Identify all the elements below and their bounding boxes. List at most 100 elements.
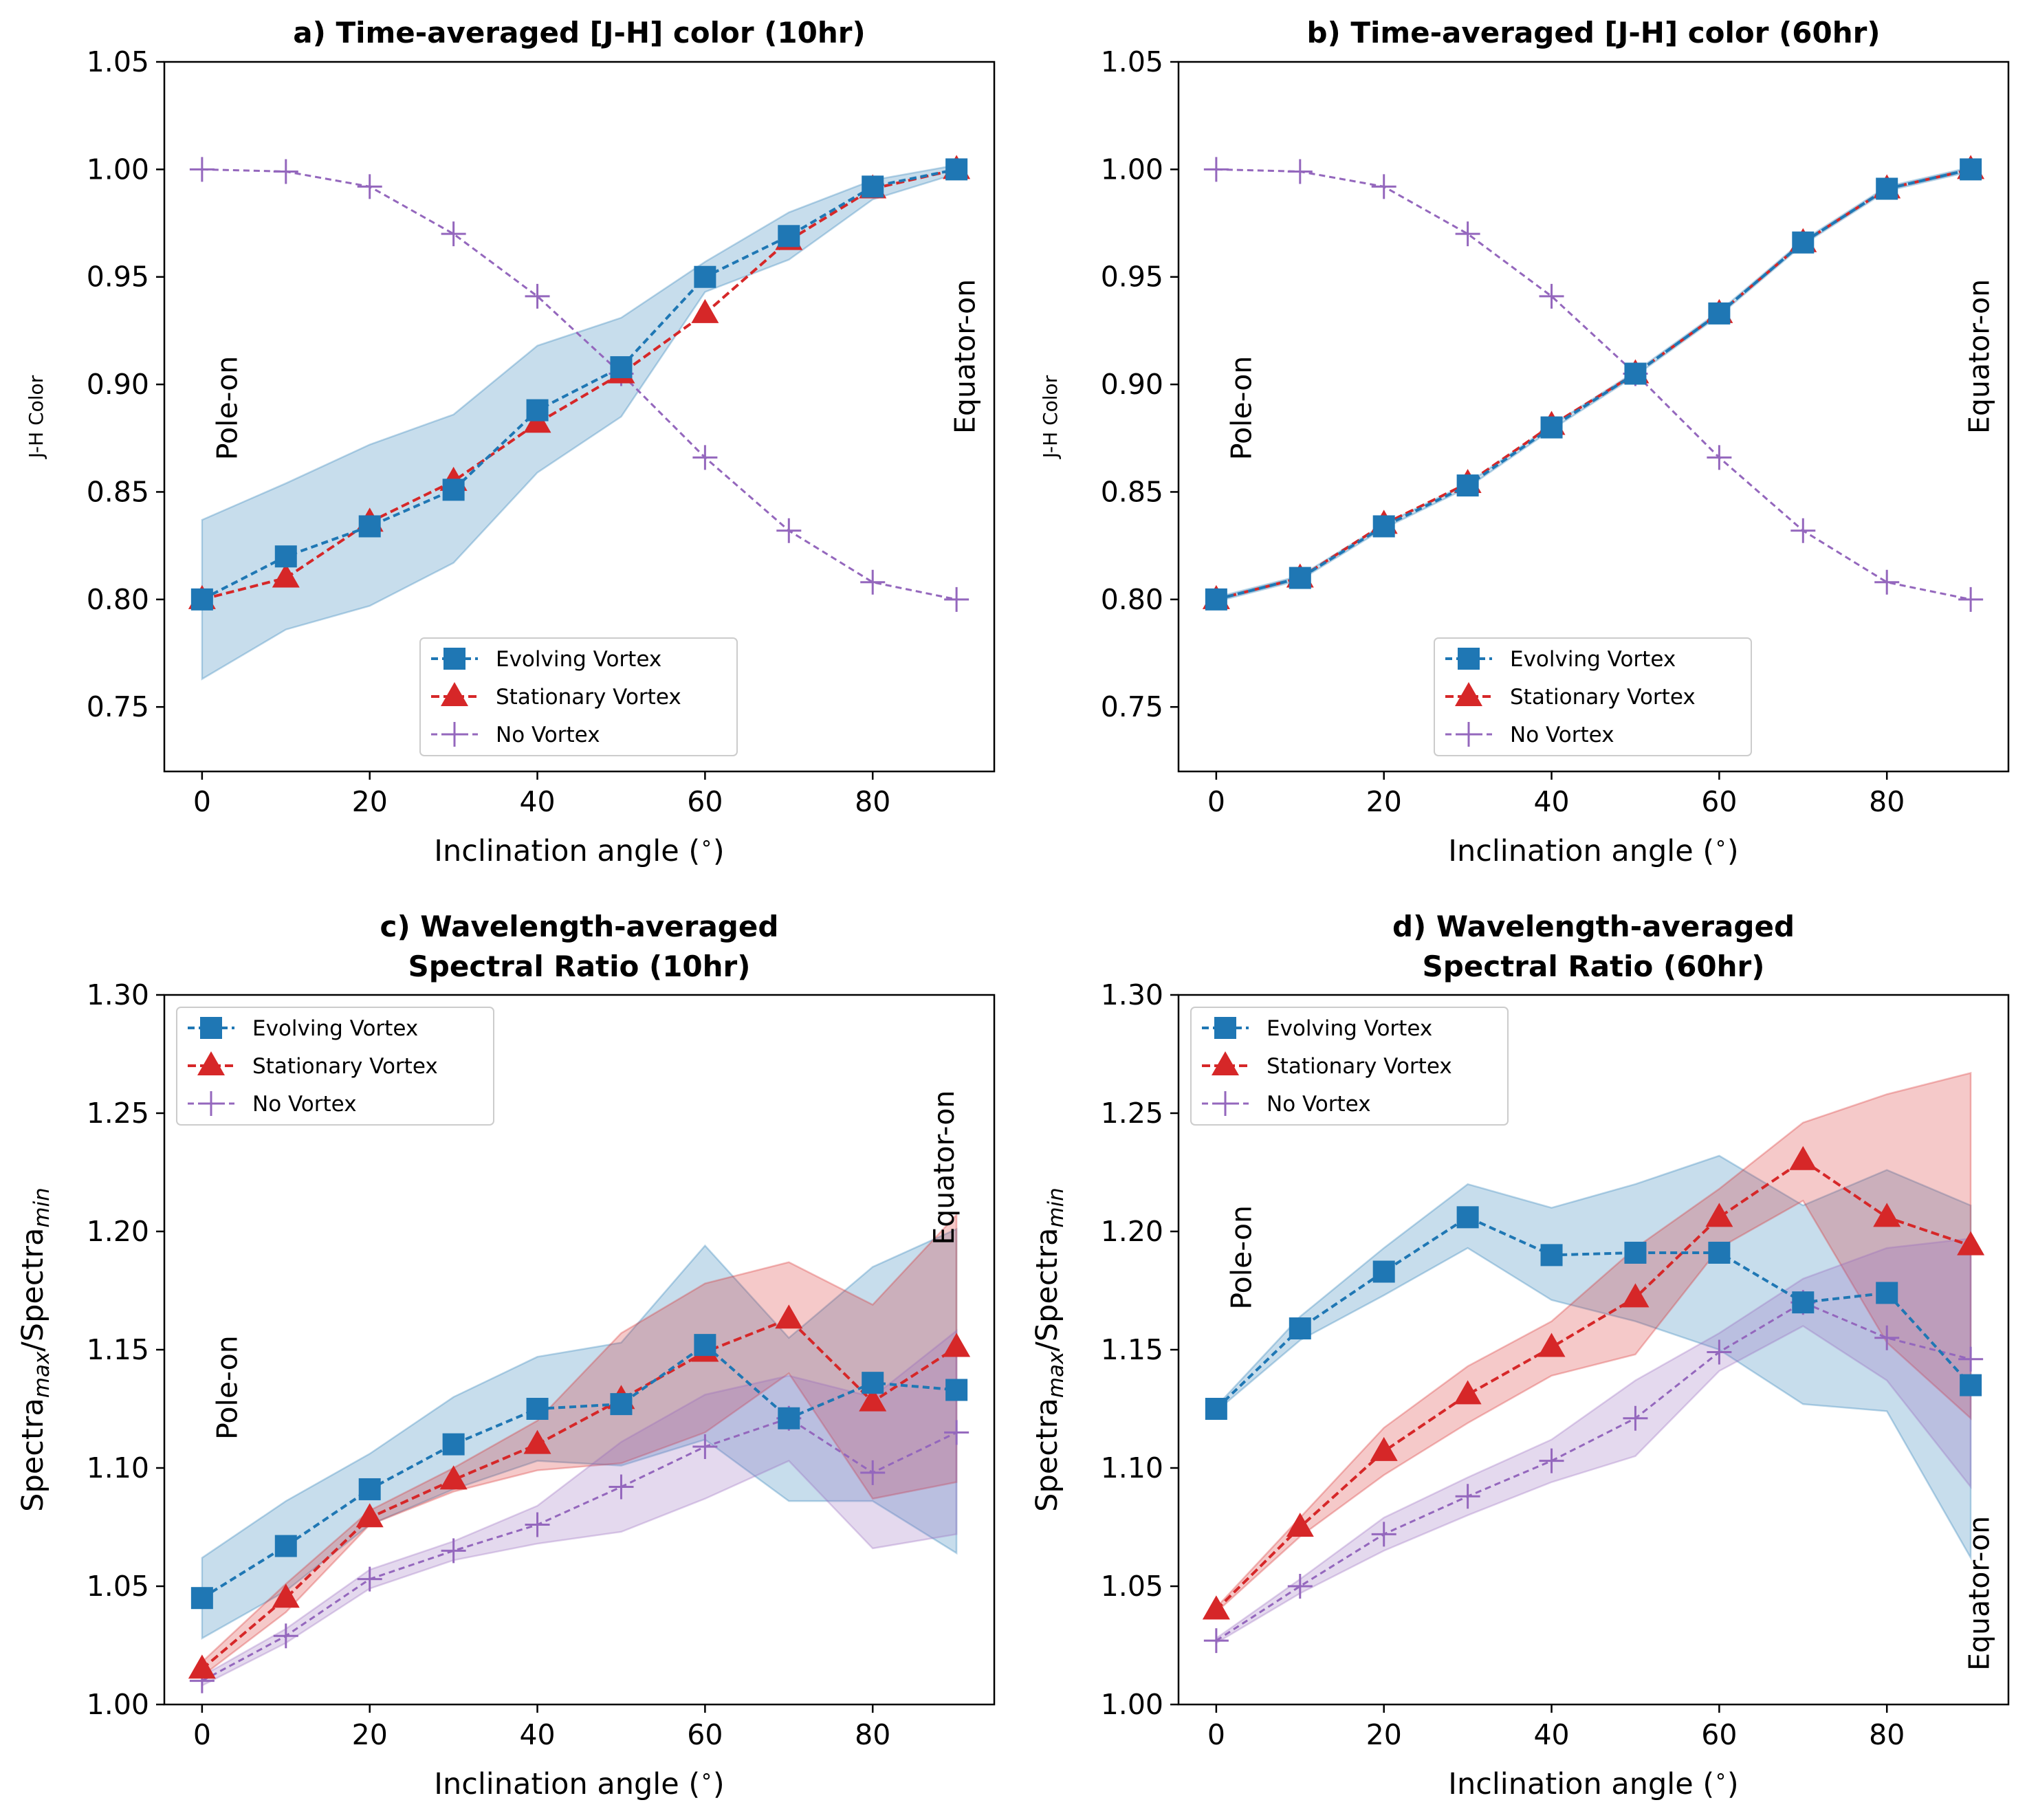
pole-on-annotation: Pole-on xyxy=(210,1335,243,1440)
panel-b: 0 20 40 60 80 0.75 0.80 0.85 0.90 0.95 1.00 1.05 b) … xyxy=(1039,16,2010,868)
legend-marker-square xyxy=(443,648,465,670)
data-point-square xyxy=(1372,1260,1395,1283)
x-tick-label: 20 xyxy=(1366,785,1402,818)
series-line-plus xyxy=(201,1417,957,1682)
band-square xyxy=(201,1227,958,1640)
data-point-square xyxy=(1792,231,1815,254)
legend: Evolving Vortex Stationary Vortex No Vorte… xyxy=(1190,1007,1509,1126)
data-point-plus xyxy=(525,283,550,309)
y-tick-label: 1.10 xyxy=(1101,1451,1163,1484)
series-line-plus xyxy=(1216,168,1971,601)
data-point-square xyxy=(1289,567,1311,589)
y-tick-label: 1.15 xyxy=(87,1333,149,1366)
legend-box xyxy=(419,637,738,756)
data-point-square xyxy=(1540,416,1563,439)
x-tick-label: 20 xyxy=(1366,1718,1402,1751)
data-point-square xyxy=(694,265,716,288)
y-axis-label: J-H Color xyxy=(25,375,47,459)
data-point-plus xyxy=(692,445,718,470)
y-tick-label: 1.20 xyxy=(87,1215,149,1248)
y-tick-label: 1.30 xyxy=(87,978,149,1011)
y-tick-label: 0.85 xyxy=(87,475,149,508)
y-tick-label: 1.05 xyxy=(1101,45,1163,78)
legend-entry: Evolving Vortex xyxy=(496,647,661,672)
series-line-square xyxy=(201,1343,957,1599)
data-point-triangle xyxy=(272,563,300,588)
equator-on-annotation: Equator-on xyxy=(928,1090,961,1245)
data-point-triangle xyxy=(1873,1203,1901,1227)
legend-marker-plus xyxy=(442,722,467,747)
plot-area xyxy=(188,155,971,681)
x-tick-label: 80 xyxy=(855,785,890,818)
panel-a: 0 20 40 60 80 0.75 0.80 0.85 0.90 0.95 1.00 1.05 a) … xyxy=(25,16,996,868)
data-point-triangle xyxy=(1454,1380,1482,1405)
legend: Evolving Vortex Stationary Vortex No Vorte… xyxy=(1434,637,1752,756)
y-tick-label: 0.90 xyxy=(1101,368,1163,401)
y-tick-label: 1.05 xyxy=(87,1570,149,1603)
equator-on-annotation: Equator-on xyxy=(948,279,981,434)
series-line-triangle xyxy=(1216,168,1971,601)
data-point-plus xyxy=(860,1460,886,1485)
x-axis-label: Inclination angle (∘) xyxy=(1448,831,1738,868)
legend-marker-plus xyxy=(1456,722,1481,747)
y-tick-label: 1.15 xyxy=(1101,1333,1163,1366)
data-point-triangle xyxy=(355,1503,384,1528)
data-point-square xyxy=(1372,515,1395,538)
data-point-square xyxy=(1540,1244,1563,1267)
data-point-triangle xyxy=(1537,1333,1566,1357)
data-point-square xyxy=(442,479,465,501)
data-point-square xyxy=(274,1535,297,1557)
legend-marker-square xyxy=(1458,648,1480,670)
data-point-square xyxy=(526,399,549,421)
y-tick-label: 1.25 xyxy=(87,1097,149,1130)
data-point-square xyxy=(442,1433,465,1456)
data-point-plus xyxy=(1958,586,1984,612)
data-point-triangle xyxy=(1370,1436,1398,1461)
data-point-square xyxy=(1456,474,1479,497)
legend-entry: Evolving Vortex xyxy=(1510,647,1676,672)
data-point-triangle xyxy=(1621,1283,1650,1308)
data-point-plus xyxy=(1371,1522,1396,1547)
series-line-square xyxy=(201,168,957,601)
data-point-plus xyxy=(1707,1339,1732,1365)
x-axis-label: Inclination angle (∘) xyxy=(434,831,724,868)
data-point-square xyxy=(862,1372,884,1394)
panel-c: 0 20 40 60 80 1.00 1.05 1.10 1.15 1.20 1.25 1.30 c) … xyxy=(16,910,996,1801)
chart-title: a) Time-averaged [J-H] color (10hr) xyxy=(293,16,865,50)
data-point-triangle xyxy=(1202,1595,1230,1620)
series-line-triangle xyxy=(201,168,957,601)
data-point-square xyxy=(190,1587,213,1610)
legend-entry: No Vortex xyxy=(252,1092,357,1117)
data-point-plus xyxy=(441,221,466,247)
data-point-triangle xyxy=(1705,1203,1733,1227)
data-point-triangle xyxy=(859,1387,887,1412)
legend-entry: Stationary Vortex xyxy=(1510,685,1696,710)
data-point-square xyxy=(1792,1291,1815,1314)
equator-on-annotation: Equator-on xyxy=(1962,1516,1995,1671)
data-point-triangle xyxy=(523,1429,551,1454)
y-axis-label: Spectramax/Spectramin xyxy=(16,1187,54,1512)
band-triangle xyxy=(201,1212,958,1678)
legend-entry: Stationary Vortex xyxy=(1267,1054,1452,1079)
legend-entry: Stationary Vortex xyxy=(252,1054,438,1079)
data-point-plus xyxy=(860,569,886,595)
data-point-square xyxy=(862,175,884,198)
data-point-square xyxy=(358,515,381,538)
data-point-square xyxy=(1876,177,1898,200)
data-point-triangle xyxy=(691,298,719,323)
data-point-plus xyxy=(944,586,969,612)
y-tick-label: 0.85 xyxy=(1101,475,1163,508)
y-tick-label: 0.80 xyxy=(1101,583,1163,616)
series-line-plus xyxy=(1216,1301,1971,1642)
x-tick-label: 40 xyxy=(519,785,555,818)
data-point-plus xyxy=(1874,569,1900,595)
data-point-square xyxy=(610,356,633,379)
band-plus xyxy=(201,1328,958,1687)
y-tick-label: 1.05 xyxy=(87,45,149,78)
series-line-triangle xyxy=(1215,1159,1971,1611)
data-point-square xyxy=(1960,1374,1982,1396)
data-point-plus xyxy=(441,1538,466,1564)
data-point-plus xyxy=(357,1566,382,1592)
band-plus xyxy=(1215,1237,1972,1645)
data-point-plus xyxy=(776,518,802,543)
